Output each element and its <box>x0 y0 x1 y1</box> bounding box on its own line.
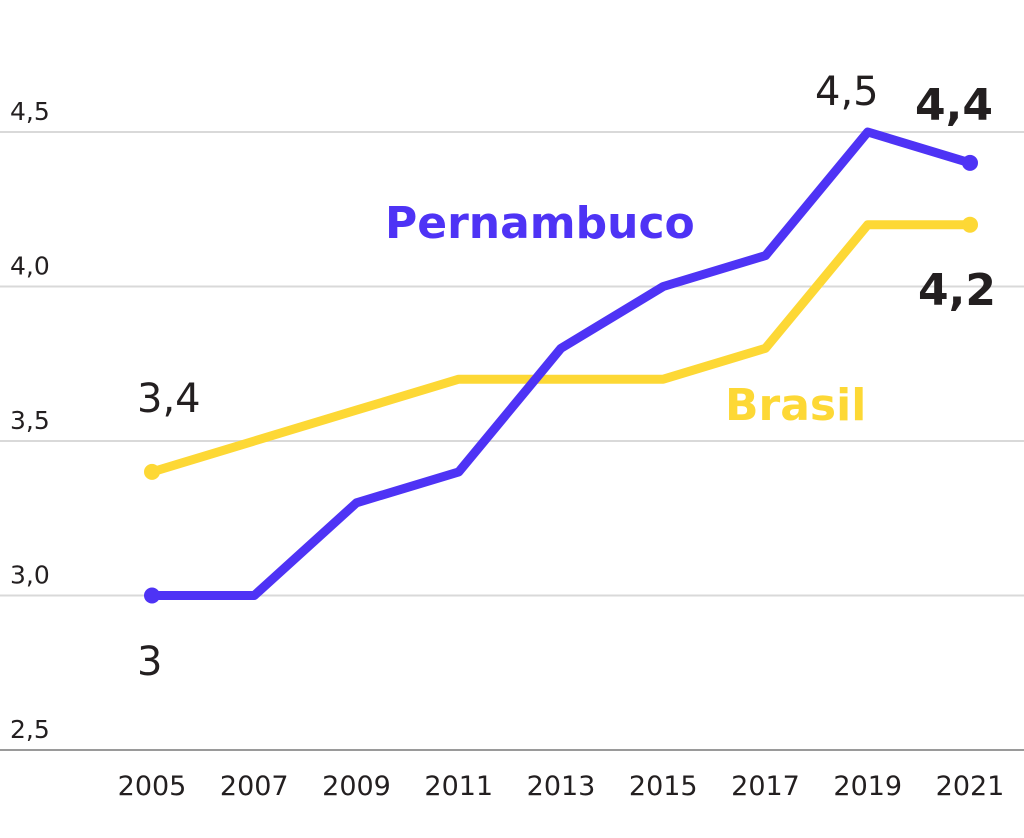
y-axis-ticks: 2,5 3,0 3,5 4,0 4,5 <box>10 97 50 744</box>
label-brasil-start: 3,4 <box>137 376 201 422</box>
y-tick-label: 3,5 <box>10 406 50 435</box>
y-tick-label: 4,5 <box>10 97 50 126</box>
x-tick-label: 2007 <box>220 771 289 802</box>
series-lines <box>147 127 975 600</box>
label-brasil-end: 4,2 <box>918 265 996 316</box>
label-pernambuco-end: 4,4 <box>915 80 993 131</box>
data-point-pernambuco <box>962 154 978 171</box>
data-point-pernambuco <box>144 587 160 604</box>
y-tick-label: 4,0 <box>10 252 50 281</box>
series-label-brasil: Brasil <box>725 380 866 431</box>
x-tick-label: 2015 <box>629 771 698 802</box>
x-tick-label: 2005 <box>118 771 187 802</box>
gridlines <box>0 131 1024 597</box>
x-tick-label: 2013 <box>527 771 596 802</box>
data-point-brasil <box>144 463 160 480</box>
label-pernambuco-start: 3 <box>137 639 162 685</box>
x-tick-label: 2009 <box>322 771 391 802</box>
y-tick-label: 3,0 <box>10 561 50 590</box>
x-tick-label: 2019 <box>833 771 902 802</box>
series-markers <box>144 154 978 604</box>
data-point-brasil <box>962 216 978 233</box>
x-tick-label: 2011 <box>424 771 493 802</box>
x-tick-label: 2021 <box>936 771 1005 802</box>
series-label-pernambuco: Pernambuco <box>385 198 695 249</box>
x-tick-label: 2017 <box>731 771 800 802</box>
series-line-pernambuco <box>147 127 975 600</box>
series-line-brasil <box>147 220 975 477</box>
label-pernambuco-peak: 4,5 <box>815 69 879 115</box>
y-tick-label: 2,5 <box>10 715 50 744</box>
x-axis-ticks: 2005 2007 2009 2011 2013 2015 2017 2019 2021 <box>118 771 1005 802</box>
